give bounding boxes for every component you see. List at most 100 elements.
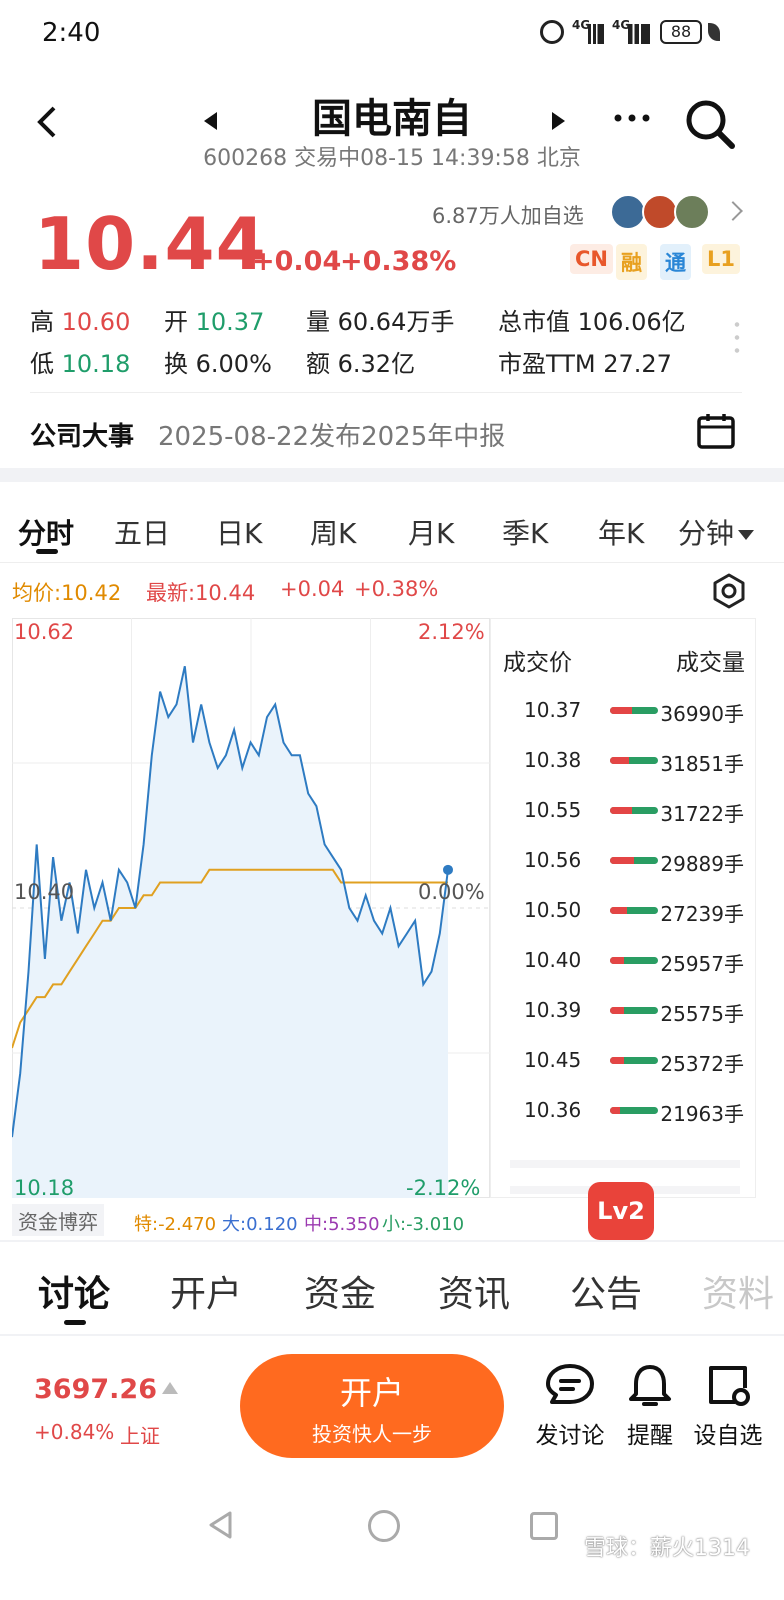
latest-point [443,864,453,875]
divider [0,562,784,563]
tab-announcements[interactable]: 公告 [570,1274,643,1315]
back-button[interactable] [30,104,66,140]
nav-back-button[interactable] [206,1510,236,1540]
trade-buy-fill [610,1107,620,1114]
avatar [610,194,646,230]
tab-intraday[interactable]: 分时 [18,517,75,550]
post-discussion-button[interactable]: 发讨论 [530,1362,610,1452]
signal-bars-icon [588,24,604,44]
nav-back-icon [209,1511,232,1539]
tab-profile[interactable]: 资料 [702,1274,775,1310]
intraday-chart[interactable] [12,618,490,1198]
add-watchlist-label: 设自选 [693,1423,763,1449]
trade-row: 10.55 31722手 [510,798,754,848]
trade-direction-bar [610,1057,658,1064]
fund-label[interactable]: 资金博弈 [12,1204,104,1236]
index-name: 上证 [120,1424,160,1448]
stat-turnover: 换 6.00% [164,350,272,378]
trade-volume: 27239手 [660,902,744,926]
triangle-up-icon [162,1382,178,1394]
tag-l1[interactable]: L1 [702,244,740,274]
tab-news[interactable]: 资讯 [438,1274,511,1315]
trade-row: 10.45 25372手 [510,1048,754,1098]
tab-minute[interactable]: 分钟 [678,512,755,552]
tag-rong[interactable]: 融 [616,244,647,280]
trade-price: 10.38 [524,748,582,772]
trade-buy-fill [610,1007,625,1014]
alert-button[interactable]: 提醒 [620,1362,680,1452]
lv2-badge[interactable]: Lv2 [588,1182,654,1240]
trade-direction-bar [610,807,658,814]
fund-xiao: 小:-3.010 [382,1214,465,1235]
trade-price: 10.50 [524,898,582,922]
tab-open-account[interactable]: 开户 [170,1274,243,1315]
trades-header-volume: 成交量 [676,650,745,676]
page-title: 国电南自 [312,96,472,142]
tag-cn[interactable]: CN [570,244,613,274]
trade-price: 10.45 [524,1048,582,1072]
signal-bars-icon-2 [628,24,650,44]
trade-price: 10.39 [524,998,582,1022]
calendar-button[interactable] [696,412,736,450]
tag-tong[interactable]: 通 [660,244,691,280]
trade-volume: 25575手 [660,1002,744,1026]
trade-price: 10.37 [524,698,582,722]
chart-settings-button[interactable] [710,572,748,610]
trade-buy-fill [610,807,632,814]
tab-yearly-k[interactable]: 年K [598,517,645,550]
price-change-pct: +0.38% [340,246,457,277]
open-account-button[interactable]: 开户 投资快人一步 [240,1354,504,1458]
signal-icon-2: 4G [612,18,631,32]
trade-buy-fill [610,707,632,714]
trade-volume: 25957手 [660,952,744,976]
current-price: 10.44 [34,202,267,286]
trade-row: 10.39 25575手 [510,998,754,1048]
chevron-right-icon[interactable] [723,201,743,221]
tab-quarterly-k[interactable]: 季K [502,517,549,550]
trade-direction-bar [610,957,658,964]
signal-icon-1: 4G [572,18,591,32]
avatar [642,194,678,230]
trade-buy-fill [610,907,627,914]
tab-weekly-k[interactable]: 周K [310,517,357,550]
chevron-left-icon [37,106,56,138]
section-separator [0,1334,784,1336]
watchers-count[interactable]: 6.87万人加自选 [432,204,584,228]
tab-funds[interactable]: 资金 [304,1274,377,1315]
trade-volume: 31722手 [660,802,744,826]
header-subtitle: 600268 交易中08-15 14:39:58 北京 [203,146,581,171]
tab-daily-k[interactable]: 日K [216,517,263,550]
post-discussion-label: 发讨论 [535,1423,605,1449]
prev-stock-button[interactable] [204,112,217,130]
status-icons: 4G 4G 88 [540,18,740,48]
y-tick-top-left: 10.62 [14,620,75,644]
tab-5day[interactable]: 五日 [114,517,171,550]
index-value[interactable]: 3697.26 [34,1374,157,1405]
nav-home-button[interactable] [368,1510,400,1542]
trade-direction-bar [610,857,658,864]
event-text[interactable]: 2025-08-22发布2025年中报 [158,422,506,452]
search-button[interactable] [684,98,736,150]
watcher-avatars[interactable] [610,194,714,230]
fund-zhong: 中:5.350 [304,1214,380,1235]
trade-direction-bar [610,907,658,914]
stats-expand-handle[interactable] [734,318,740,358]
stat-amount: 额 6.32亿 [306,350,416,378]
nav-recent-button[interactable] [530,1512,558,1540]
active-tab-indicator [64,1320,86,1325]
add-watchlist-button[interactable]: 设自选 [686,1362,770,1452]
trade-buy-fill [610,957,625,964]
tab-monthly-k[interactable]: 月K [408,517,455,550]
price-area [12,666,448,1198]
more-button[interactable] [612,108,652,128]
price-change: +0.04 [252,246,342,277]
battery-icon: 88 [660,20,702,44]
open-account-sub: 投资快人一步 [312,1422,432,1446]
tab-discussion[interactable]: 讨论 [38,1274,111,1315]
trade-row: 10.36 21963手 [510,1098,754,1148]
avg-price-line [12,868,448,1049]
next-stock-button[interactable] [552,112,565,130]
caret-down-icon [738,530,755,540]
bell-icon [629,1365,671,1406]
